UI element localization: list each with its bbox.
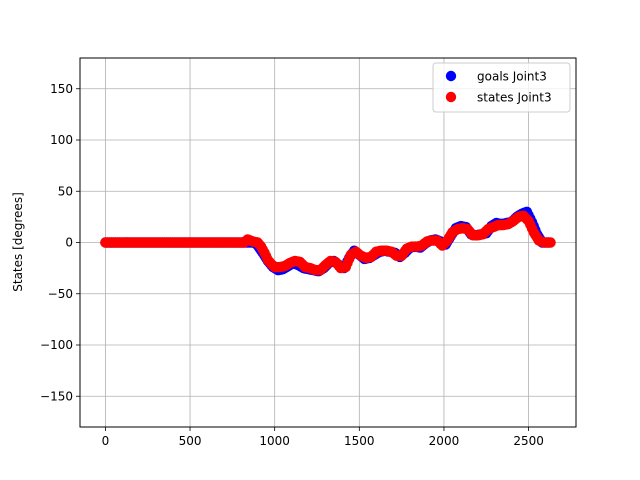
- legend-label: states Joint3: [477, 91, 552, 105]
- plot-area: [100, 206, 556, 277]
- x-tick-label: 0: [102, 434, 110, 448]
- x-tick-label: 1500: [344, 434, 375, 448]
- series-states: [100, 210, 556, 276]
- x-tick-label: 2000: [429, 434, 460, 448]
- y-tick-label: −50: [48, 287, 73, 301]
- x-tick-label: 1000: [259, 434, 290, 448]
- x-axis: 0 500 1000 1500 2000 2500: [102, 427, 544, 448]
- legend-label: goals Joint3: [477, 70, 547, 84]
- y-axis: −150 −100 −50 0 50 100 150: [40, 82, 80, 403]
- y-tick-label: 100: [50, 133, 73, 147]
- x-tick-label: 500: [179, 434, 202, 448]
- y-tick-label: −150: [40, 389, 73, 403]
- y-tick-label: 0: [65, 236, 73, 250]
- y-tick-label: 50: [58, 184, 73, 198]
- data-point: [545, 237, 556, 248]
- legend-marker: [445, 91, 457, 103]
- legend-box: [432, 62, 571, 113]
- y-axis-label: States [degrees]: [11, 192, 25, 292]
- y-tick-label: 150: [50, 82, 73, 96]
- legend-marker: [445, 70, 457, 82]
- legend: goals Joint3 states Joint3: [432, 62, 571, 113]
- x-tick-label: 2500: [513, 434, 544, 448]
- y-tick-label: −100: [40, 338, 73, 352]
